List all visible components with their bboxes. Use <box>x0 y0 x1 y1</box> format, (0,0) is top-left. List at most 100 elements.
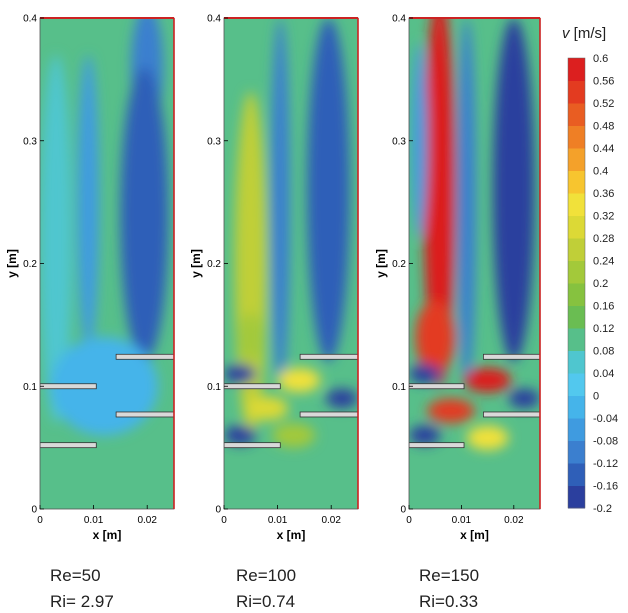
colorbar-tick-label: 0.28 <box>593 233 614 245</box>
velocity-region-5 <box>277 367 321 393</box>
y-tick-label: 0.4 <box>392 14 406 25</box>
velocity-region-11 <box>409 425 441 446</box>
x-axis-label: x [m] <box>277 528 306 542</box>
colorbar-tick-label: 0.08 <box>593 346 614 358</box>
y-tick-label: 0.3 <box>207 136 221 147</box>
velocity-region-6 <box>245 396 289 421</box>
velocity-region-2 <box>415 300 456 374</box>
y-tick-label: 0.2 <box>207 259 221 270</box>
velocity-region-3 <box>270 18 290 387</box>
x-tick-label: 0.01 <box>452 515 472 526</box>
x-tick-label: 0 <box>221 515 227 526</box>
colorbar-tick-label: -0.2 <box>593 503 612 515</box>
panel-2: 0 0.1 0.2 0.3 0.4 0 0.01 0.02 x [m] y [m] <box>189 14 359 542</box>
velocity-region-4 <box>492 18 535 362</box>
y-tick-label: 0.2 <box>392 259 406 270</box>
colorbar-tick-label: 0.36 <box>593 188 614 200</box>
caption-ri-panel-2: Ri=0.74 <box>236 592 296 611</box>
velocity-region-2 <box>239 312 263 362</box>
colorbar-swatch <box>568 373 585 396</box>
panel-1: 0 0.1 0.2 0.3 0.4 0 0.01 0.02 x [m] y [m] <box>5 14 175 542</box>
x-tick-label: 0.02 <box>321 515 341 526</box>
heated-plate-2 <box>409 383 465 390</box>
caption-re-panel-2: Re=100 <box>236 566 297 585</box>
velocity-region-1 <box>423 18 456 387</box>
colorbar-swatch <box>568 80 585 104</box>
colorbar-tick-label: 0.44 <box>593 143 614 155</box>
y-tick-label: 0 <box>31 505 37 516</box>
heated-plate-2 <box>40 383 97 390</box>
x-axis-label: x [m] <box>460 528 489 542</box>
colorbar-tick-label: 0.32 <box>593 211 614 223</box>
velocity-region-10 <box>508 388 540 409</box>
colorbar-tick-label: 0.52 <box>593 98 614 110</box>
heated-plate-3 <box>115 411 174 418</box>
colorbar-swatch <box>568 418 585 441</box>
x-tick-label: 0.02 <box>504 515 524 526</box>
velocity-field <box>409 18 540 509</box>
caption-re-panel-3: Re=150 <box>419 566 480 585</box>
x-tick-label: 0.01 <box>84 515 104 526</box>
colorbar-swatch <box>568 215 585 239</box>
velocity-region-4 <box>307 18 350 362</box>
colorbar-tick-label: -0.12 <box>593 458 618 470</box>
colorbar-swatch <box>568 148 585 171</box>
velocity-region-2 <box>120 67 169 362</box>
y-tick-label: 0.1 <box>23 382 37 393</box>
colorbar-tick-label: 0.16 <box>593 301 614 313</box>
caption-ri-panel-3: Ri=0.33 <box>419 592 479 611</box>
colorbar: 0.6 0.56 0.52 0.48 0.44 0.4 0.36 0.32 0.28 0.24 0.… <box>562 25 618 515</box>
panels: 0 0.1 0.2 0.3 0.4 0 0.01 0.02 x [m] y [m] 0 0.1 0.2 0… <box>5 14 541 542</box>
velocity-region-3 <box>77 54 99 350</box>
velocity-region-4 <box>40 54 73 424</box>
x-axis-label: x [m] <box>93 528 122 542</box>
heated-plate-3 <box>483 411 540 418</box>
y-tick-label: 0 <box>215 505 221 516</box>
heated-plate-1 <box>40 442 97 449</box>
colorbar-tick-label: 0.56 <box>593 76 614 88</box>
colorbar-swatch <box>568 170 585 194</box>
colorbar-tick-label: 0.2 <box>593 278 608 290</box>
y-tick-label: 0.1 <box>207 382 221 393</box>
colorbar-tick-label: -0.04 <box>593 413 618 425</box>
colorbar-title: v [m/s] <box>562 25 606 42</box>
x-tick-label: 0.02 <box>137 515 157 526</box>
velocity-region-10 <box>224 425 257 446</box>
x-tick-label: 0 <box>406 515 412 526</box>
velocity-field <box>40 18 174 509</box>
colorbar-tick-label: -0.16 <box>593 481 618 493</box>
colorbar-swatch <box>568 440 585 464</box>
velocity-region-8 <box>224 364 257 384</box>
colorbar-frame <box>567 57 586 509</box>
heated-plate-3 <box>299 411 358 418</box>
velocity-region-9 <box>409 364 441 384</box>
colorbar-tick-label: 0.6 <box>593 53 608 65</box>
velocity-region-8 <box>466 425 509 451</box>
velocity-field <box>224 18 358 509</box>
colorbar-tick-label: 0.48 <box>593 121 614 133</box>
velocity-region-7 <box>272 423 316 448</box>
y-axis-label: y [m] <box>5 249 19 278</box>
velocity-region-9 <box>325 388 358 409</box>
heated-plate-4 <box>115 353 174 360</box>
colorbar-swatch <box>568 463 585 486</box>
y-tick-label: 0.3 <box>392 136 406 147</box>
heated-plate-2 <box>224 383 281 390</box>
velocity-region-7 <box>427 398 475 424</box>
colorbar-swatch <box>568 283 585 306</box>
x-tick-label: 0.01 <box>268 515 288 526</box>
panel-3: 0 0.1 0.2 0.3 0.4 0 0.01 0.02 x [m] y [m] <box>374 14 541 542</box>
heated-plate-4 <box>483 353 540 360</box>
colorbar-tick-label: 0.04 <box>593 368 614 380</box>
y-tick-label: 0 <box>400 505 406 516</box>
colorbar-swatch <box>568 350 585 374</box>
colorbar-tick-label: -0.08 <box>593 436 618 448</box>
colorbar-swatch <box>568 305 585 329</box>
y-axis-label: y [m] <box>189 249 203 278</box>
colorbar-swatch <box>568 58 585 81</box>
colorbar-swatch <box>568 260 585 284</box>
heated-plate-4 <box>299 353 358 360</box>
velocity-region-3 <box>457 18 477 387</box>
y-tick-label: 0.4 <box>23 14 37 25</box>
